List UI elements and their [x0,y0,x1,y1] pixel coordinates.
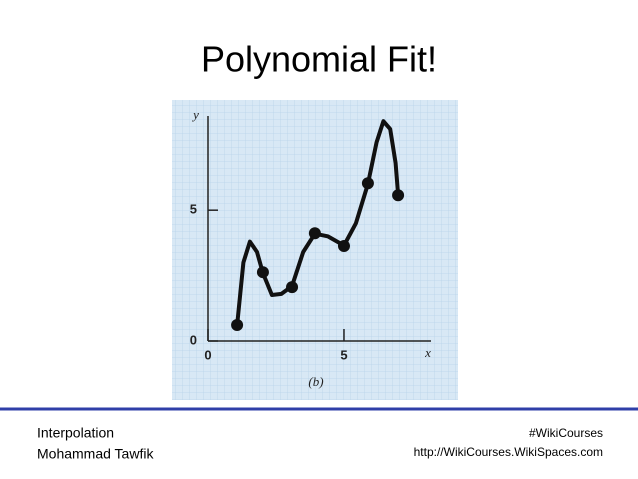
x-tick-label: 0 [204,347,211,362]
data-point [361,177,374,190]
y-tick-label: 0 [190,332,197,347]
footer-right-1: #WikiCourses [529,426,603,440]
slide-title: Polynomial Fit! [201,39,437,80]
footer-left-2: Mohammad Tawfik [37,446,154,462]
data-point [231,319,244,332]
data-point [256,266,269,279]
data-point [308,227,321,240]
x-axis-label: x [424,345,431,360]
footer-left-1: Interpolation [37,425,114,441]
data-point [286,281,299,294]
figure-caption: (b) [308,374,323,389]
data-point [337,240,350,253]
y-axis-label: y [191,107,199,122]
y-tick-label: 5 [190,202,197,217]
footer-right-2: http://WikiCourses.WikiSpaces.com [414,445,603,459]
x-tick-label: 5 [340,347,347,362]
data-point [392,189,405,202]
figure-grid [172,100,458,400]
